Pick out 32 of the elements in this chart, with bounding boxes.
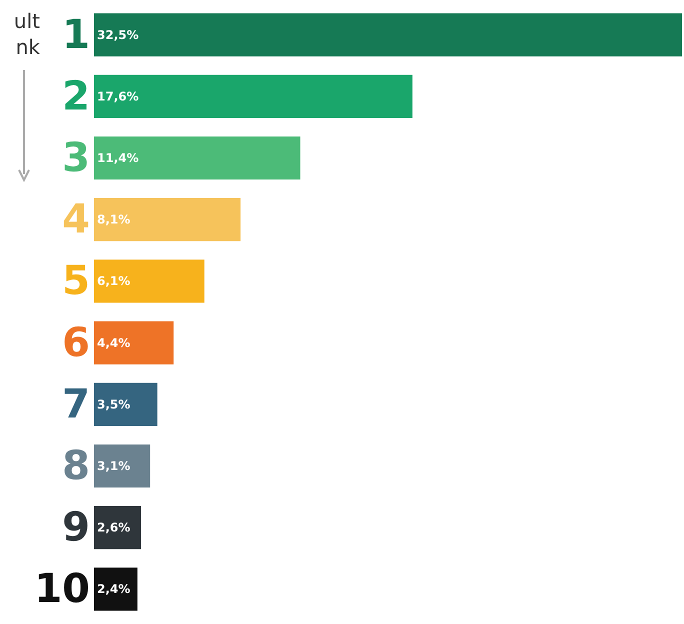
data-label: 3,5% [97,397,130,412]
bar [94,136,300,180]
data-label: 8,1% [97,212,130,227]
data-label: 32,5% [97,28,139,42]
text: nk [14,34,40,60]
data-label: 17,6% [97,89,139,104]
bar [94,13,682,56]
y-tick-label: 6 [62,320,90,366]
data-label: 11,4% [97,151,139,165]
y-tick-label: 10 [34,566,90,612]
bar [94,382,158,426]
bar [94,506,142,550]
text: ult [12,8,40,34]
data-label: 2,4% [97,582,130,596]
y-tick-label: 1 [62,12,90,58]
y-tick-label: 9 [62,504,90,551]
bar [94,198,241,242]
y-tick-label: 4 [62,196,90,243]
bar [94,74,412,118]
y-tick-label: 3 [62,135,90,181]
y-tick-label: 2 [62,73,90,120]
data-label: 3,1% [97,459,130,473]
y-tick-label: 5 [62,258,90,304]
bar [94,568,138,611]
y-tick-label: 7 [62,381,90,428]
data-label: 2,6% [97,520,130,535]
bar [94,260,204,303]
data-label: 6,1% [97,274,130,288]
y-tick-label: 8 [62,443,90,489]
data-label: 4,4% [97,336,130,350]
bar [94,321,174,364]
bar [94,444,150,488]
